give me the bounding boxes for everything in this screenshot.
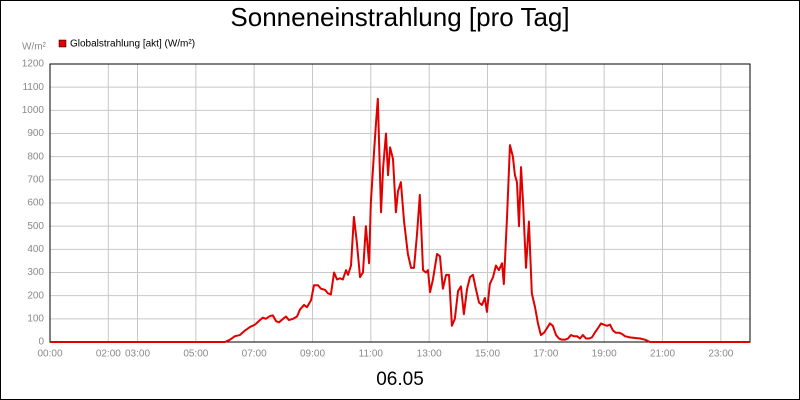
x-tick-label: 09:00 — [300, 349, 325, 360]
y-axis-unit: W/m² — [22, 42, 47, 53]
x-tick-label: 17:00 — [533, 349, 558, 360]
y-tick-label: 400 — [27, 244, 44, 255]
y-tick-label: 0 — [38, 337, 44, 348]
x-tick-label: 11:00 — [359, 349, 384, 360]
y-tick-label: 300 — [27, 267, 44, 278]
data-line — [50, 97, 750, 343]
x-tick-label: 07:00 — [242, 349, 267, 360]
x-tick-label: 02:00 — [96, 349, 121, 360]
y-tick-label: 1100 — [22, 82, 44, 93]
x-tick-label: 03:00 — [125, 349, 150, 360]
legend-swatch — [58, 39, 67, 48]
x-tick-label: 05:00 — [183, 349, 208, 360]
y-tick-label: 100 — [27, 313, 44, 324]
y-tick-label: 800 — [27, 151, 44, 162]
y-tick-label: 500 — [27, 221, 44, 232]
x-tick-label: 23:00 — [708, 349, 733, 360]
y-tick-label: 900 — [27, 128, 44, 139]
x-tick-label: 21:00 — [650, 349, 675, 360]
plot-border — [49, 63, 751, 343]
y-tick-label: 1200 — [22, 59, 45, 70]
legend-label: Globalstrahlung [akt] (W/m²) — [70, 39, 195, 50]
x-tick-label: 13:00 — [417, 349, 442, 360]
x-axis-label: 06.05 — [376, 369, 424, 390]
x-tick-label: 00:00 — [37, 349, 62, 360]
y-tick-label: 200 — [27, 290, 44, 301]
x-tick-label: 15:00 — [475, 349, 500, 360]
chart-title: Sonneneinstrahlung [pro Tag] — [230, 2, 569, 32]
x-tick-label: 19:00 — [592, 349, 617, 360]
y-tick-label: 700 — [27, 174, 44, 185]
y-tick-label: 600 — [27, 198, 44, 209]
y-tick-label: 1000 — [22, 105, 45, 116]
